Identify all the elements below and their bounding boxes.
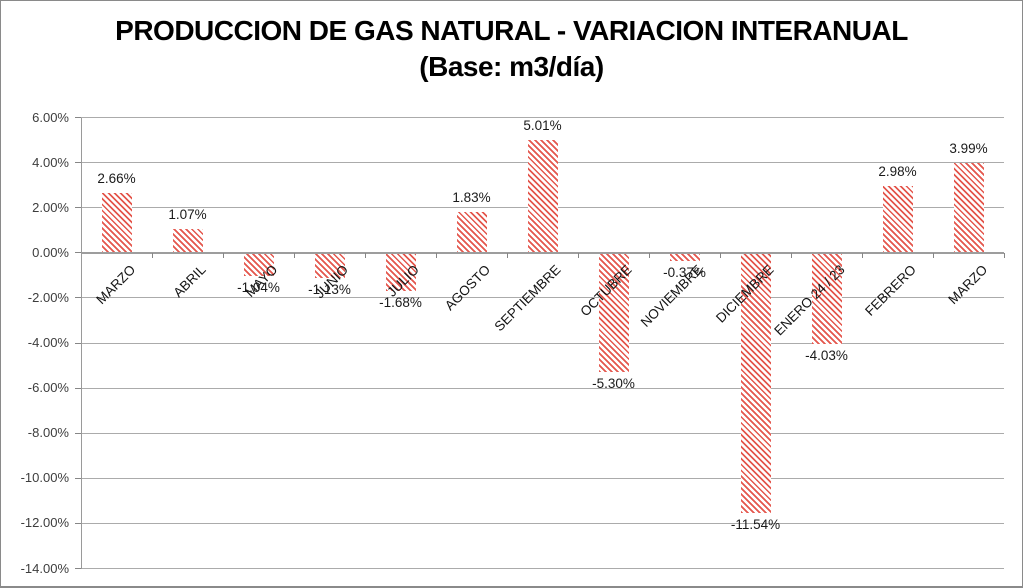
gridline bbox=[81, 297, 1004, 299]
x-axis-tick bbox=[791, 252, 792, 258]
x-axis-tick bbox=[507, 252, 508, 258]
y-axis-tick bbox=[75, 432, 81, 434]
bar-data-label: 3.99% bbox=[949, 140, 988, 156]
x-axis-tick bbox=[720, 252, 721, 258]
chart-title-line2: (Base: m3/día) bbox=[419, 51, 604, 82]
gridline bbox=[81, 568, 1004, 569]
bar-data-label: 2.66% bbox=[97, 170, 136, 186]
gridline bbox=[81, 522, 1004, 524]
bar-julio bbox=[385, 252, 416, 291]
y-axis-tick-label: -8.00% bbox=[27, 425, 69, 441]
x-axis-tick bbox=[933, 252, 934, 258]
bar-data-label: -0.37% bbox=[663, 265, 706, 281]
y-axis-tick bbox=[75, 117, 81, 118]
y-axis-tick-label: -14.00% bbox=[20, 560, 69, 576]
y-axis-tick bbox=[75, 387, 81, 389]
bar-septiembre bbox=[527, 139, 558, 253]
gridline bbox=[81, 342, 1004, 344]
bar-data-label: 1.83% bbox=[452, 189, 491, 205]
y-axis-tick-label: 2.00% bbox=[32, 199, 69, 215]
bar-data-label: -11.54% bbox=[730, 517, 781, 533]
gridline bbox=[81, 117, 1004, 118]
x-axis-line bbox=[81, 251, 1004, 254]
bar-octubre bbox=[598, 252, 629, 373]
category-label: AGOSTO bbox=[441, 261, 494, 314]
bar-marzo bbox=[101, 192, 132, 253]
y-axis-tick-label: -6.00% bbox=[27, 380, 69, 396]
y-axis-tick bbox=[75, 162, 81, 164]
bar-enero-24-23 bbox=[811, 252, 842, 344]
gridline bbox=[81, 477, 1004, 479]
y-axis-tick bbox=[75, 477, 81, 479]
chart-title-line1: PRODUCCION DE GAS NATURAL - VARIACION IN… bbox=[115, 15, 908, 46]
bar-agosto bbox=[456, 211, 487, 253]
bar-abril bbox=[172, 228, 203, 253]
y-axis-tick bbox=[75, 522, 81, 524]
x-axis-tick bbox=[152, 252, 153, 258]
bar-noviembre bbox=[669, 252, 700, 262]
gridline bbox=[81, 432, 1004, 434]
gridline bbox=[81, 387, 1004, 389]
x-axis-tick bbox=[365, 252, 366, 258]
x-axis-tick bbox=[649, 252, 650, 258]
x-axis-tick bbox=[294, 252, 295, 258]
y-axis-tick bbox=[75, 207, 81, 209]
y-axis-line bbox=[81, 117, 82, 569]
category-label: FEBRERO bbox=[862, 261, 920, 319]
bar-data-label: -4.03% bbox=[805, 347, 848, 363]
bar-diciembre bbox=[740, 252, 771, 514]
bar-data-label: 5.01% bbox=[523, 117, 562, 133]
bar-mayo bbox=[243, 252, 274, 277]
y-axis-tick bbox=[75, 342, 81, 344]
bar-febrero bbox=[882, 185, 913, 253]
y-axis-tick bbox=[75, 568, 81, 569]
y-axis-tick-label: 4.00% bbox=[32, 154, 69, 170]
x-axis-tick bbox=[862, 252, 863, 258]
x-axis-tick bbox=[1004, 252, 1005, 258]
bar-data-label: 1.07% bbox=[168, 206, 207, 222]
x-axis-tick bbox=[223, 252, 224, 258]
bar-data-label: -1.04% bbox=[237, 280, 280, 296]
y-axis-tick-label: -10.00% bbox=[20, 470, 69, 486]
chart-title: PRODUCCION DE GAS NATURAL - VARIACION IN… bbox=[1, 13, 1022, 85]
y-axis-tick bbox=[75, 252, 81, 254]
category-label: MARZO bbox=[93, 261, 139, 307]
bar-junio bbox=[314, 252, 345, 279]
x-axis-tick bbox=[436, 252, 437, 258]
y-axis-tick-label: -2.00% bbox=[27, 289, 69, 305]
bar-data-label: -1.13% bbox=[308, 282, 351, 298]
bar-data-label: 2.98% bbox=[878, 163, 917, 179]
y-axis-tick-label: -4.00% bbox=[27, 335, 69, 350]
y-axis-tick bbox=[75, 297, 81, 299]
bar-data-label: -5.30% bbox=[592, 376, 635, 392]
y-axis-tick-label: -12.00% bbox=[20, 515, 69, 531]
y-axis-tick-label: 6.00% bbox=[32, 109, 69, 125]
bar-data-label: -1.68% bbox=[379, 294, 422, 310]
category-label: MARZO bbox=[945, 261, 991, 307]
bar-marzo bbox=[953, 162, 984, 253]
y-axis-tick-label: 0.00% bbox=[32, 244, 69, 260]
x-axis-tick bbox=[578, 252, 579, 258]
